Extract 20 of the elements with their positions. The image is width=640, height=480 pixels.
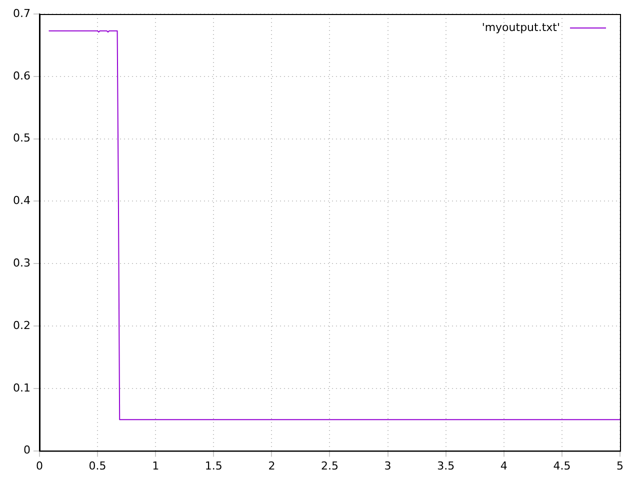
x-tick-label: 4.5 <box>553 459 571 472</box>
y-tick-label: 0.5 <box>12 132 30 145</box>
x-tick-label: 3 <box>384 459 392 472</box>
x-tick-label: 1.5 <box>204 459 222 472</box>
x-tick-label: 4 <box>500 459 508 472</box>
x-tick-label: 2 <box>268 459 276 472</box>
x-tick-label: 3.5 <box>437 459 455 472</box>
y-tick-label: 0 <box>23 444 30 457</box>
x-tick-label: 5 <box>616 459 624 472</box>
x-tick-label: 0.5 <box>88 459 106 472</box>
x-tick-label: 2.5 <box>320 459 338 472</box>
y-tick-label: 0.6 <box>12 69 30 82</box>
x-tick-label: 0 <box>36 459 43 472</box>
y-tick-label: 0.7 <box>12 6 30 20</box>
y-tick-label: 0.3 <box>12 256 30 270</box>
y-tick-label: 0.1 <box>12 381 30 394</box>
y-tick-label: 0.4 <box>12 194 30 208</box>
x-tick-label: 1 <box>152 459 160 472</box>
legend-label: 'myoutput.txt' <box>482 20 560 34</box>
y-tick-label: 0.2 <box>12 318 30 332</box>
